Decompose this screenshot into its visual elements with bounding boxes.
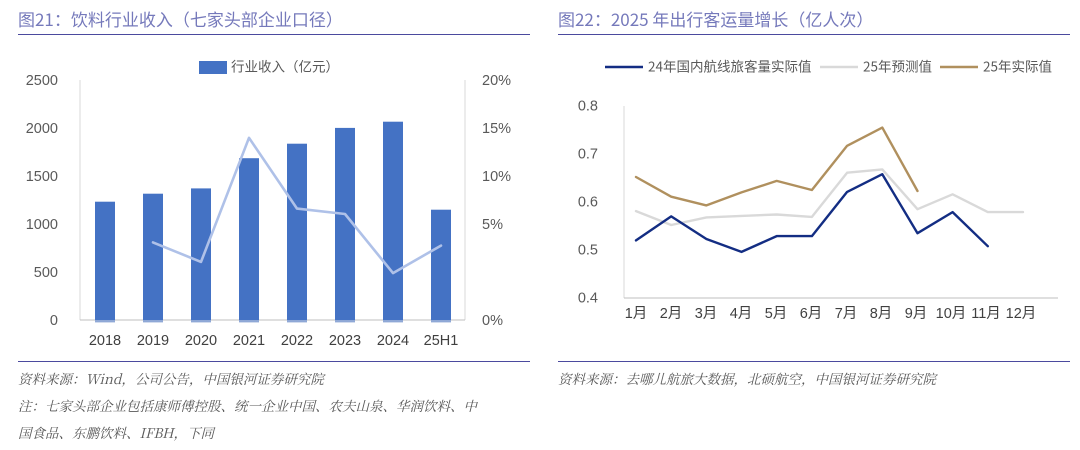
- svg-text:3月: 3月: [695, 306, 718, 322]
- svg-text:25年预测值: 25年预测值: [863, 56, 932, 76]
- svg-text:行业收入（亿元）: 行业收入（亿元）: [231, 56, 339, 76]
- svg-text:8月: 8月: [870, 306, 893, 322]
- svg-text:10%: 10%: [482, 169, 511, 185]
- svg-text:24年国内航线旅客量实际值: 24年国内航线旅客量实际值: [648, 56, 812, 76]
- svg-text:0.7: 0.7: [578, 147, 598, 163]
- svg-text:12月: 12月: [1006, 306, 1037, 322]
- svg-text:2021: 2021: [233, 333, 265, 349]
- svg-text:5%: 5%: [482, 217, 503, 233]
- svg-text:1500: 1500: [26, 169, 58, 185]
- svg-text:7月: 7月: [835, 306, 858, 322]
- svg-text:10月: 10月: [936, 306, 967, 322]
- svg-text:2000: 2000: [26, 121, 58, 137]
- svg-text:25年实际值: 25年实际值: [983, 56, 1052, 76]
- svg-text:0.8: 0.8: [578, 99, 598, 115]
- svg-text:2500: 2500: [26, 73, 58, 89]
- svg-text:0.4: 0.4: [578, 291, 598, 307]
- svg-text:2月: 2月: [660, 306, 683, 322]
- svg-text:0.5: 0.5: [578, 243, 598, 259]
- svg-text:15%: 15%: [482, 121, 511, 137]
- svg-text:2024: 2024: [377, 333, 409, 349]
- svg-text:2023: 2023: [329, 333, 361, 349]
- svg-text:2018: 2018: [89, 333, 121, 349]
- svg-text:25H1: 25H1: [424, 333, 459, 349]
- svg-text:500: 500: [34, 265, 58, 281]
- svg-text:11月: 11月: [971, 306, 1001, 322]
- svg-text:1000: 1000: [26, 217, 58, 233]
- svg-text:2020: 2020: [185, 333, 217, 349]
- svg-text:1月: 1月: [625, 306, 648, 322]
- svg-text:6月: 6月: [800, 306, 823, 322]
- svg-text:0: 0: [50, 313, 58, 329]
- svg-text:2022: 2022: [281, 333, 313, 349]
- svg-text:9月: 9月: [905, 306, 928, 322]
- svg-text:5月: 5月: [765, 306, 788, 322]
- svg-text:4月: 4月: [730, 306, 753, 322]
- svg-text:0%: 0%: [482, 313, 503, 329]
- svg-text:0.6: 0.6: [578, 195, 598, 211]
- svg-text:2019: 2019: [137, 333, 169, 349]
- svg-text:20%: 20%: [482, 73, 511, 89]
